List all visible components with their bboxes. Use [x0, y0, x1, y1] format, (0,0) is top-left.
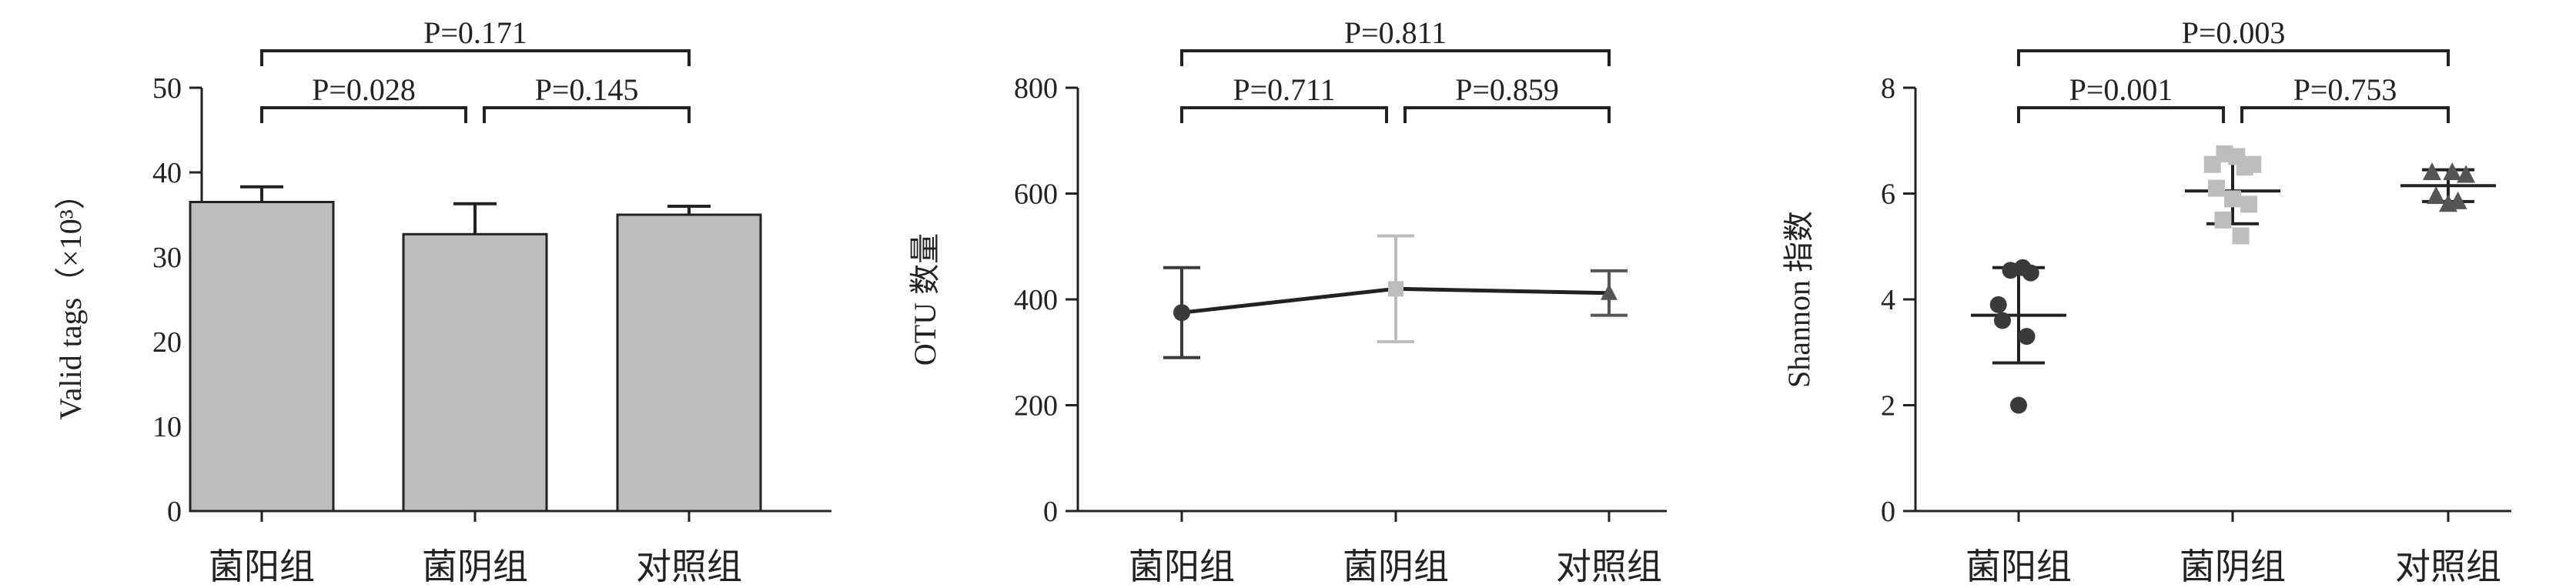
- p-value-label: P=0.753: [2293, 72, 2397, 107]
- y-tick-label: 20: [152, 326, 182, 359]
- data-point: [2022, 264, 2039, 282]
- p-value-label: P=0.171: [423, 15, 527, 50]
- significance-bracket: [260, 106, 467, 123]
- y-tick-label: 10: [152, 411, 182, 443]
- x-category-label: 对照组: [1556, 546, 1662, 587]
- y-axis-title: OTU 数量: [908, 233, 942, 366]
- x-category-label: 对照组: [2395, 546, 2501, 587]
- p-value-label: P=0.711: [1233, 72, 1335, 107]
- x-category-label: 菌阳组: [1129, 546, 1235, 587]
- data-point: [2443, 162, 2462, 180]
- p-value-label: P=0.028: [312, 72, 416, 107]
- significance-bracket: [1180, 49, 1611, 66]
- p-value-label: P=0.859: [1455, 72, 1559, 107]
- y-tick-label: 30: [152, 242, 182, 274]
- y-axis-title: Shannon 指数: [1781, 211, 1816, 388]
- bar: [189, 201, 335, 513]
- data-point: [2439, 194, 2457, 212]
- significance-bracket: [2017, 106, 2225, 123]
- significance-bracket: [260, 49, 691, 66]
- data-point: [2240, 195, 2257, 213]
- data-point: [1388, 281, 1403, 297]
- data-point: [2214, 211, 2232, 229]
- y-tick-label: 2: [1881, 390, 1895, 423]
- y-tick-label: 6: [1881, 179, 1895, 211]
- y-tick-label: 800: [1014, 72, 1058, 105]
- shannon-index-scatter-chart: 0 2 4 6 8 菌阳组 菌阴组 对照组 Shannon 指数 P=0.001 P=0.753P=…: [1781, 15, 2511, 587]
- p-value-label: P=0.003: [2182, 15, 2286, 50]
- x-category-label: 对照组: [636, 546, 742, 587]
- data-point: [2010, 396, 2027, 414]
- data-point: [1173, 304, 1190, 322]
- y-tick-label: 4: [1881, 284, 1895, 316]
- p-value-label: P=0.001: [2069, 72, 2173, 107]
- significance-bracket: [483, 106, 691, 123]
- data-point: [2018, 328, 2036, 346]
- bar: [402, 232, 548, 513]
- data-point: [2244, 155, 2262, 173]
- x-category-label: 菌阴组: [1343, 546, 1449, 587]
- data-point: [2232, 227, 2250, 245]
- y-tick-label: 400: [1014, 284, 1058, 316]
- p-value-label: P=0.145: [535, 72, 639, 107]
- data-point: [2002, 262, 2019, 279]
- significance-bracket: [2240, 106, 2450, 123]
- otu-count-line-chart: 0 200 400 600 800 菌阳组 菌阴组 对照组 OTU 数量 P=0.711 P=0.8…: [908, 15, 1667, 587]
- bar: [616, 213, 762, 513]
- y-tick-label: 200: [1014, 390, 1058, 423]
- data-point: [1994, 312, 2011, 329]
- data-point: [2208, 179, 2225, 197]
- data-point: [1601, 283, 1618, 300]
- data-point: [2427, 185, 2446, 204]
- y-tick-label: 600: [1014, 179, 1058, 211]
- x-category-label: 菌阴组: [422, 546, 528, 587]
- y-tick-label: 0: [167, 496, 182, 528]
- y-tick-label: 40: [152, 157, 182, 189]
- significance-bracket: [1180, 106, 1388, 123]
- p-value-label: P=0.811: [1344, 15, 1447, 50]
- data-point: [2224, 190, 2241, 208]
- data-point: [2457, 165, 2476, 183]
- significance-bracket: [1403, 106, 1611, 123]
- x-category-label: 菌阳组: [209, 546, 315, 587]
- y-tick-label: 0: [1043, 496, 1058, 528]
- data-point: [2423, 162, 2441, 180]
- valid-tags-bar-chart: 0 10 20 30 40 50 菌阳组 菌阴组 对照组 Valid tags（×10³） P=0.…: [53, 15, 831, 587]
- x-category-label: 菌阳组: [1965, 546, 2072, 587]
- y-tick-label: 0: [1881, 496, 1895, 528]
- significance-bracket: [2017, 49, 2450, 66]
- y-tick-label: 8: [1881, 72, 1895, 105]
- x-category-label: 菌阴组: [2180, 546, 2286, 587]
- y-axis-title: Valid tags（×10³）: [53, 179, 88, 419]
- y-tick-label: 50: [152, 72, 182, 105]
- data-point: [1989, 296, 2007, 313]
